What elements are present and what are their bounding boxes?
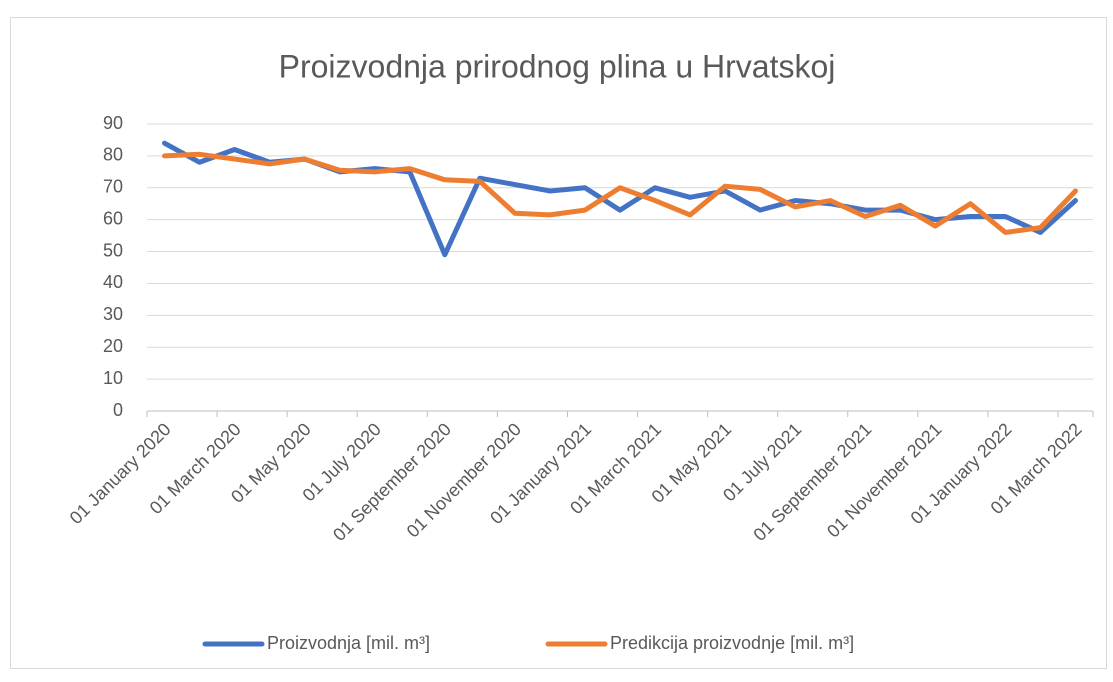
y-tick-label: 10 (103, 368, 123, 388)
y-tick-label: 30 (103, 304, 123, 324)
y-tick-label: 70 (103, 177, 123, 197)
legend-label: Predikcija proizvodnje [mil. m³] (610, 633, 854, 653)
y-tick-label: 20 (103, 336, 123, 356)
y-tick-label: 0 (113, 400, 123, 420)
y-tick-label: 90 (103, 113, 123, 133)
y-tick-label: 80 (103, 145, 123, 165)
line-series (162, 151, 1078, 235)
chart-title: Proizvodnja prirodnog plina u Hrvatskoj (279, 48, 836, 84)
y-tick-label: 50 (103, 240, 123, 260)
y-tick-label: 60 (103, 208, 123, 228)
legend-label: Proizvodnja [mil. m³] (267, 633, 430, 653)
chart-border (10, 17, 1107, 669)
y-tick-label: 40 (103, 272, 123, 292)
